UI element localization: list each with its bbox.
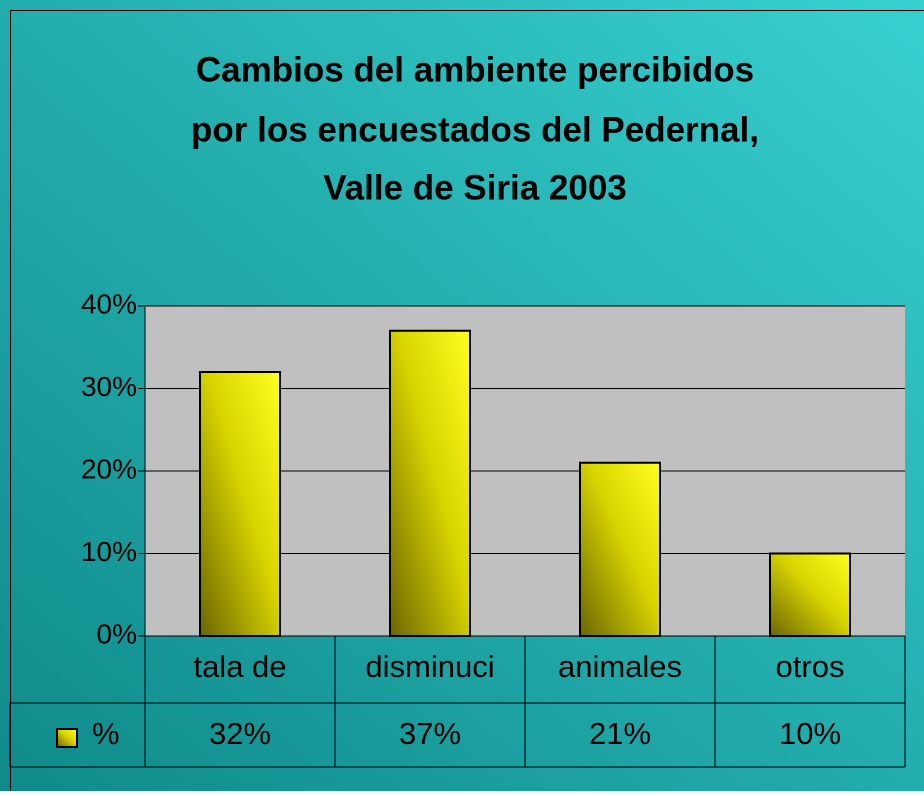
table-value: 21% [589, 716, 651, 751]
y-tick-label: 0% [97, 618, 137, 649]
table-value: 10% [779, 716, 841, 751]
bar [390, 331, 470, 636]
table-value: 37% [399, 716, 461, 751]
x-tick-label: disminuci [365, 649, 494, 684]
y-tick-label: 40% [81, 288, 137, 319]
bar [580, 463, 660, 636]
x-tick-label: animales [558, 649, 682, 684]
bar [200, 372, 280, 636]
y-tick-label: 30% [81, 371, 137, 402]
legend-label: % [92, 716, 120, 751]
table-value: 32% [209, 716, 271, 751]
x-tick-label: otros [776, 649, 845, 684]
y-tick-label: 20% [81, 453, 137, 484]
x-tick-label: tala de [193, 649, 286, 684]
chart-title: Valle de Siria 2003 [323, 168, 627, 207]
chart-title: por los encuestados del Pedernal, [191, 110, 759, 149]
bar [770, 554, 850, 637]
legend-key [57, 729, 77, 747]
chart-title: Cambios del ambiente percibidos [196, 50, 754, 89]
y-tick-label: 10% [81, 536, 137, 567]
